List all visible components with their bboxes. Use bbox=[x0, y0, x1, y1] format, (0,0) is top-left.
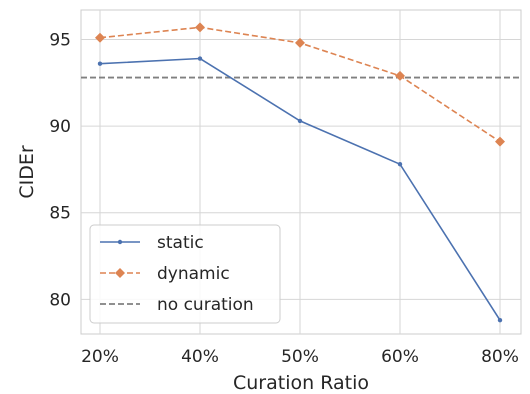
x-axis-label: Curation Ratio bbox=[233, 372, 369, 394]
legend-box bbox=[89, 224, 281, 324]
legend: static dynamic no curation bbox=[89, 224, 281, 324]
x-tick-label: 20% bbox=[81, 347, 119, 367]
legend-label-dynamic: dynamic bbox=[157, 264, 230, 284]
y-tick-label: 95 bbox=[49, 30, 71, 50]
y-tick-label: 85 bbox=[49, 204, 71, 224]
data-point-static bbox=[497, 317, 503, 323]
y-tick-label: 90 bbox=[49, 117, 71, 137]
data-point-dynamic bbox=[395, 70, 405, 81]
legend-label-static: static bbox=[157, 233, 204, 253]
y-tick-label: 80 bbox=[49, 290, 71, 310]
data-point-dynamic bbox=[295, 37, 305, 48]
data-point-dynamic bbox=[495, 136, 505, 147]
data-point-static bbox=[397, 162, 403, 167]
y-axis-label: CIDEr bbox=[16, 145, 38, 199]
x-tick-label: 40% bbox=[181, 347, 219, 367]
data-point-dynamic bbox=[95, 32, 105, 43]
x-tick-label: 50% bbox=[281, 347, 319, 367]
series-group bbox=[95, 22, 505, 323]
legend-label-no-curation: no curation bbox=[157, 295, 254, 315]
y-tick-labels: 80 85 90 95 bbox=[49, 30, 71, 310]
legend-items: static dynamic no curation bbox=[100, 233, 254, 315]
legend-marker-dynamic bbox=[115, 268, 125, 278]
x-tick-labels: 20% 40% 50% 60% 80% bbox=[81, 347, 519, 367]
x-tick-label: 60% bbox=[381, 347, 419, 367]
legend-marker-static bbox=[117, 239, 123, 245]
x-tick-label: 80% bbox=[481, 347, 519, 367]
data-point-dynamic bbox=[195, 22, 205, 33]
data-point-static bbox=[297, 118, 303, 124]
data-point-static bbox=[97, 61, 103, 66]
data-point-static bbox=[197, 56, 203, 61]
